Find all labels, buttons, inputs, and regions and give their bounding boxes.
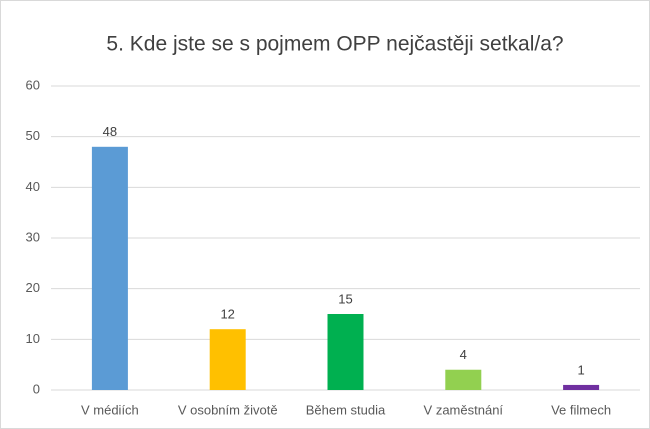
data-label: 1 (577, 362, 584, 377)
y-tick-label: 50 (26, 128, 40, 143)
x-tick-label: V zaměstnání (424, 402, 504, 417)
bar (327, 314, 364, 390)
chart-title: 5. Kde jste se s pojmem OPP nejčastěji s… (106, 33, 563, 56)
y-tick-label: 0 (33, 381, 40, 396)
bar (445, 369, 482, 390)
y-tick-label: 20 (26, 280, 40, 295)
data-label: 15 (338, 291, 352, 306)
x-tick-label: V osobním životě (178, 402, 278, 417)
data-label: 48 (103, 124, 117, 139)
x-tick-label: Ve filmech (551, 402, 611, 417)
y-tick-label: 60 (26, 77, 40, 92)
x-tick-label: Během studia (306, 402, 386, 417)
bar (91, 146, 128, 390)
data-label: 12 (220, 307, 234, 322)
y-tick-label: 40 (26, 179, 40, 194)
x-tick-label: V médiích (81, 402, 139, 417)
y-tick-label: 30 (26, 229, 40, 244)
data-label: 4 (460, 347, 467, 362)
y-tick-label: 10 (26, 331, 40, 346)
bar (209, 329, 246, 390)
bar (563, 384, 600, 390)
